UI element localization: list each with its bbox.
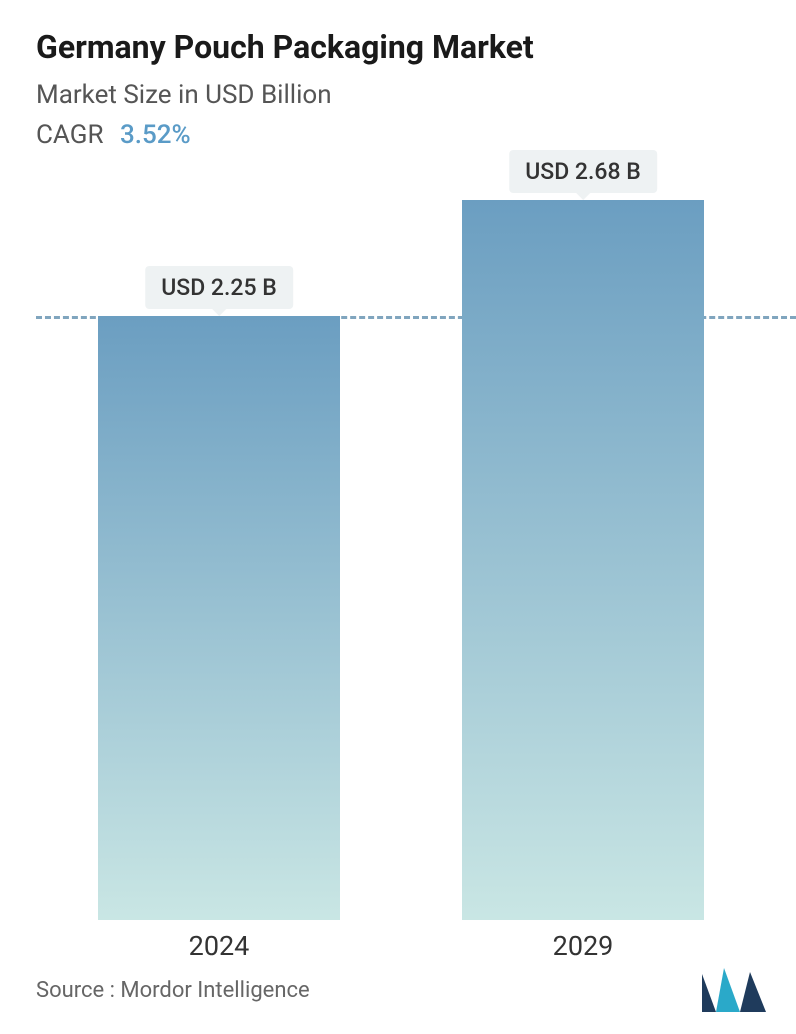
logo-svg bbox=[702, 968, 766, 1012]
cagr-row: CAGR 3.52% bbox=[36, 120, 766, 150]
x-label-2029: 2029 bbox=[553, 930, 614, 962]
cagr-value: 3.52% bbox=[120, 120, 191, 150]
chart-card: Germany Pouch Packaging Market Market Si… bbox=[0, 0, 796, 1034]
value-tag-2029: USD 2.68 B bbox=[509, 150, 657, 193]
bar-2029 bbox=[462, 200, 704, 920]
source-text: Source : Mordor Intelligence bbox=[36, 978, 310, 1003]
chart-subtitle: Market Size in USD Billion bbox=[36, 80, 766, 110]
bar-fill bbox=[462, 200, 704, 920]
bar-2024 bbox=[98, 316, 340, 920]
chart-plot-area: USD 2.25 BUSD 2.68 B bbox=[36, 200, 766, 920]
bars-container bbox=[36, 200, 766, 920]
x-label-2024: 2024 bbox=[189, 930, 250, 962]
cagr-label: CAGR bbox=[36, 120, 103, 150]
value-tag-2024: USD 2.25 B bbox=[145, 266, 293, 309]
chart-title: Germany Pouch Packaging Market bbox=[36, 28, 766, 66]
brand-logo-icon bbox=[702, 968, 766, 1012]
chart-footer: Source : Mordor Intelligence bbox=[36, 968, 766, 1012]
bar-fill bbox=[98, 316, 340, 920]
